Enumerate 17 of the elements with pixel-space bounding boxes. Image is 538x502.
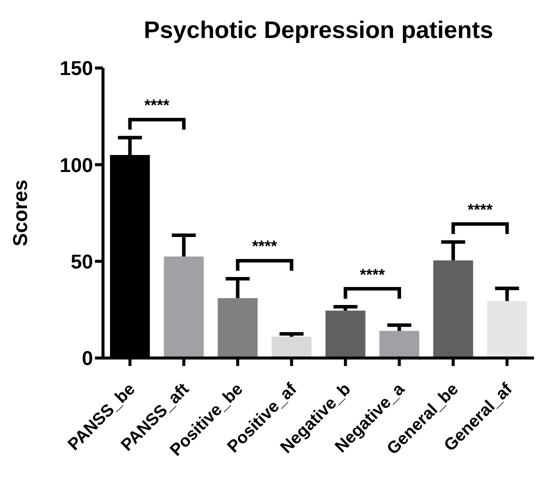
y-tick-label: 50: [70, 251, 93, 274]
y-tick-label: 0: [82, 348, 93, 370]
annotation: ****: [360, 266, 386, 284]
annotation: ****: [468, 202, 494, 219]
bar: [272, 336, 312, 358]
bar: [379, 330, 420, 358]
annotation: ****: [252, 238, 278, 256]
chart-title: Psychotic Depression patients: [144, 17, 494, 44]
bar: [218, 298, 258, 358]
bar: [487, 300, 527, 358]
y-tick-label: 150: [60, 58, 93, 80]
bar: [326, 310, 366, 358]
annotation: ****: [144, 98, 170, 115]
bar: [164, 256, 204, 358]
y-axis-title: Scores: [10, 180, 32, 246]
y-tick-label: 100: [60, 154, 93, 177]
bar: [433, 260, 474, 358]
